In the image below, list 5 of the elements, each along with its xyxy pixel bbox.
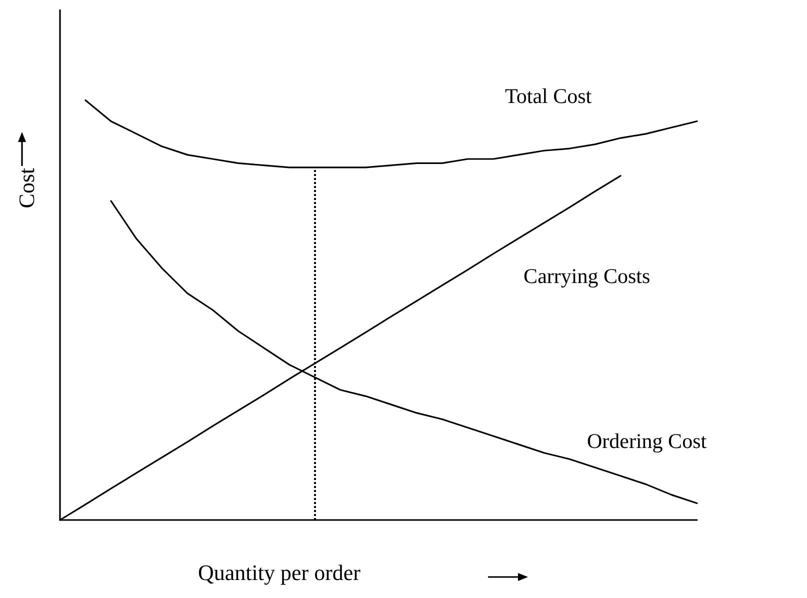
x-axis-title: Quantity per order — [198, 560, 360, 586]
series-label: Total Cost — [505, 84, 592, 108]
series-label: Ordering Cost — [587, 429, 707, 454]
series-label: Carrying Costs — [524, 264, 650, 288]
y-axis-title: Cost — [14, 166, 40, 210]
